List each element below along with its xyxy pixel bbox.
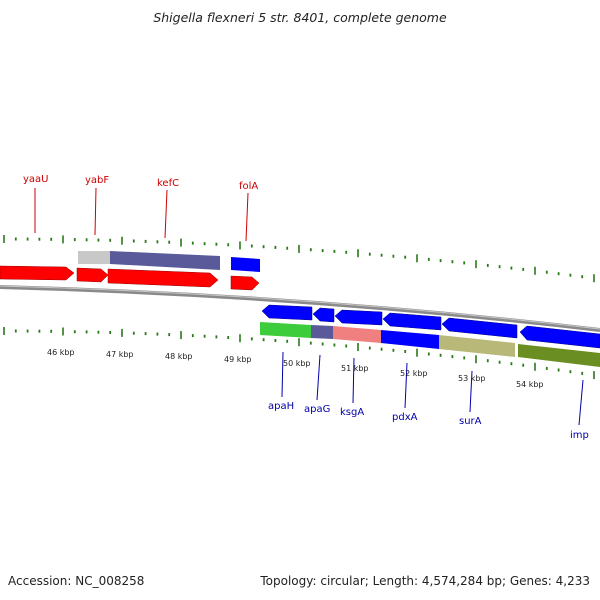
leader-line-kefC — [164, 189, 168, 239]
kbp-label: 50 kbp — [283, 359, 311, 368]
lower-gene-labels: apaH apaG ksgA pdxA surA imp — [268, 401, 589, 441]
gene-label-folA: folA — [239, 181, 258, 192]
feature-box-apaG — [311, 325, 333, 339]
upper-leader-lines — [34, 187, 249, 242]
gene-track-forward — [0, 265, 260, 291]
gene-label-kefC: kefC — [157, 178, 179, 189]
kbp-label: 52 kbp — [400, 369, 428, 378]
gene-arrow-apaH — [261, 304, 313, 321]
kbp-label: 46 kbp — [47, 348, 75, 357]
gene-label-yabF: yabF — [85, 175, 109, 186]
gene-arrow-yaaU — [0, 265, 75, 281]
gene-track-reverse — [261, 304, 600, 349]
kbp-label: 49 kbp — [224, 355, 252, 364]
tick-marks-lower — [3, 327, 595, 380]
leader-line-apaG — [316, 354, 321, 401]
gene-label-pdxA: pdxA — [392, 412, 418, 423]
gene-arrow-surA — [441, 317, 518, 339]
leader-line-imp — [578, 379, 584, 426]
gene-arrow-ksgA — [334, 309, 383, 326]
feature-box-kefC — [110, 251, 220, 270]
gene-label-yaaU: yaaU — [23, 174, 49, 185]
tick-marks-upper — [3, 235, 595, 283]
lower-leader-lines — [281, 351, 584, 426]
feature-box-imp — [518, 344, 600, 367]
gene-label-imp: imp — [570, 430, 589, 441]
kbp-label: 48 kbp — [165, 352, 193, 361]
kbp-label: 51 kbp — [341, 364, 369, 373]
leader-line-pdxA — [404, 362, 408, 409]
gene-arrow-pdxA — [382, 312, 442, 331]
gene-arrow-apaG — [312, 307, 335, 323]
leader-line-apaH — [281, 351, 284, 398]
feature-box-surA — [439, 335, 515, 357]
feature-box-yabF — [78, 251, 110, 264]
gene-arrow-imp — [519, 325, 600, 349]
leader-line-ksgA — [352, 357, 355, 404]
kbp-label: 47 kbp — [106, 350, 134, 359]
leader-line-folA — [245, 192, 249, 242]
upper-gene-labels: yaaU yabF kefC folA — [23, 174, 258, 192]
backbone — [0, 285, 600, 332]
feature-box-ksgA — [333, 326, 381, 343]
feature-box-folA — [231, 257, 260, 272]
gene-label-ksgA: ksgA — [340, 407, 364, 418]
accession-text: Accession: NC_008258 — [8, 574, 145, 588]
kbp-label: 54 kbp — [516, 380, 544, 389]
gene-label-apaH: apaH — [268, 401, 294, 412]
kbp-scale-labels: 46 kbp 47 kbp 48 kbp 49 kbp 50 kbp 51 kb… — [47, 348, 544, 389]
feature-box-apaH — [260, 322, 311, 338]
kbp-label: 53 kbp — [458, 374, 486, 383]
feature-strip-upper — [78, 251, 260, 272]
topology-text: Topology: circular; Length: 4,574,284 bp… — [260, 574, 590, 588]
leader-line-yabF — [94, 187, 97, 236]
feature-box-pdxA — [381, 330, 439, 349]
gene-label-surA: surA — [459, 416, 482, 427]
feature-strip-lower — [260, 322, 600, 367]
gene-label-apaG: apaG — [304, 404, 330, 415]
genome-title: Shigella flexneri 5 str. 8401, complete … — [153, 10, 447, 25]
gene-arrow-folA — [230, 275, 260, 291]
gene-arrow-kefC — [107, 268, 219, 288]
leader-line-surA — [469, 370, 473, 413]
gene-arrow-yabF — [76, 267, 109, 283]
